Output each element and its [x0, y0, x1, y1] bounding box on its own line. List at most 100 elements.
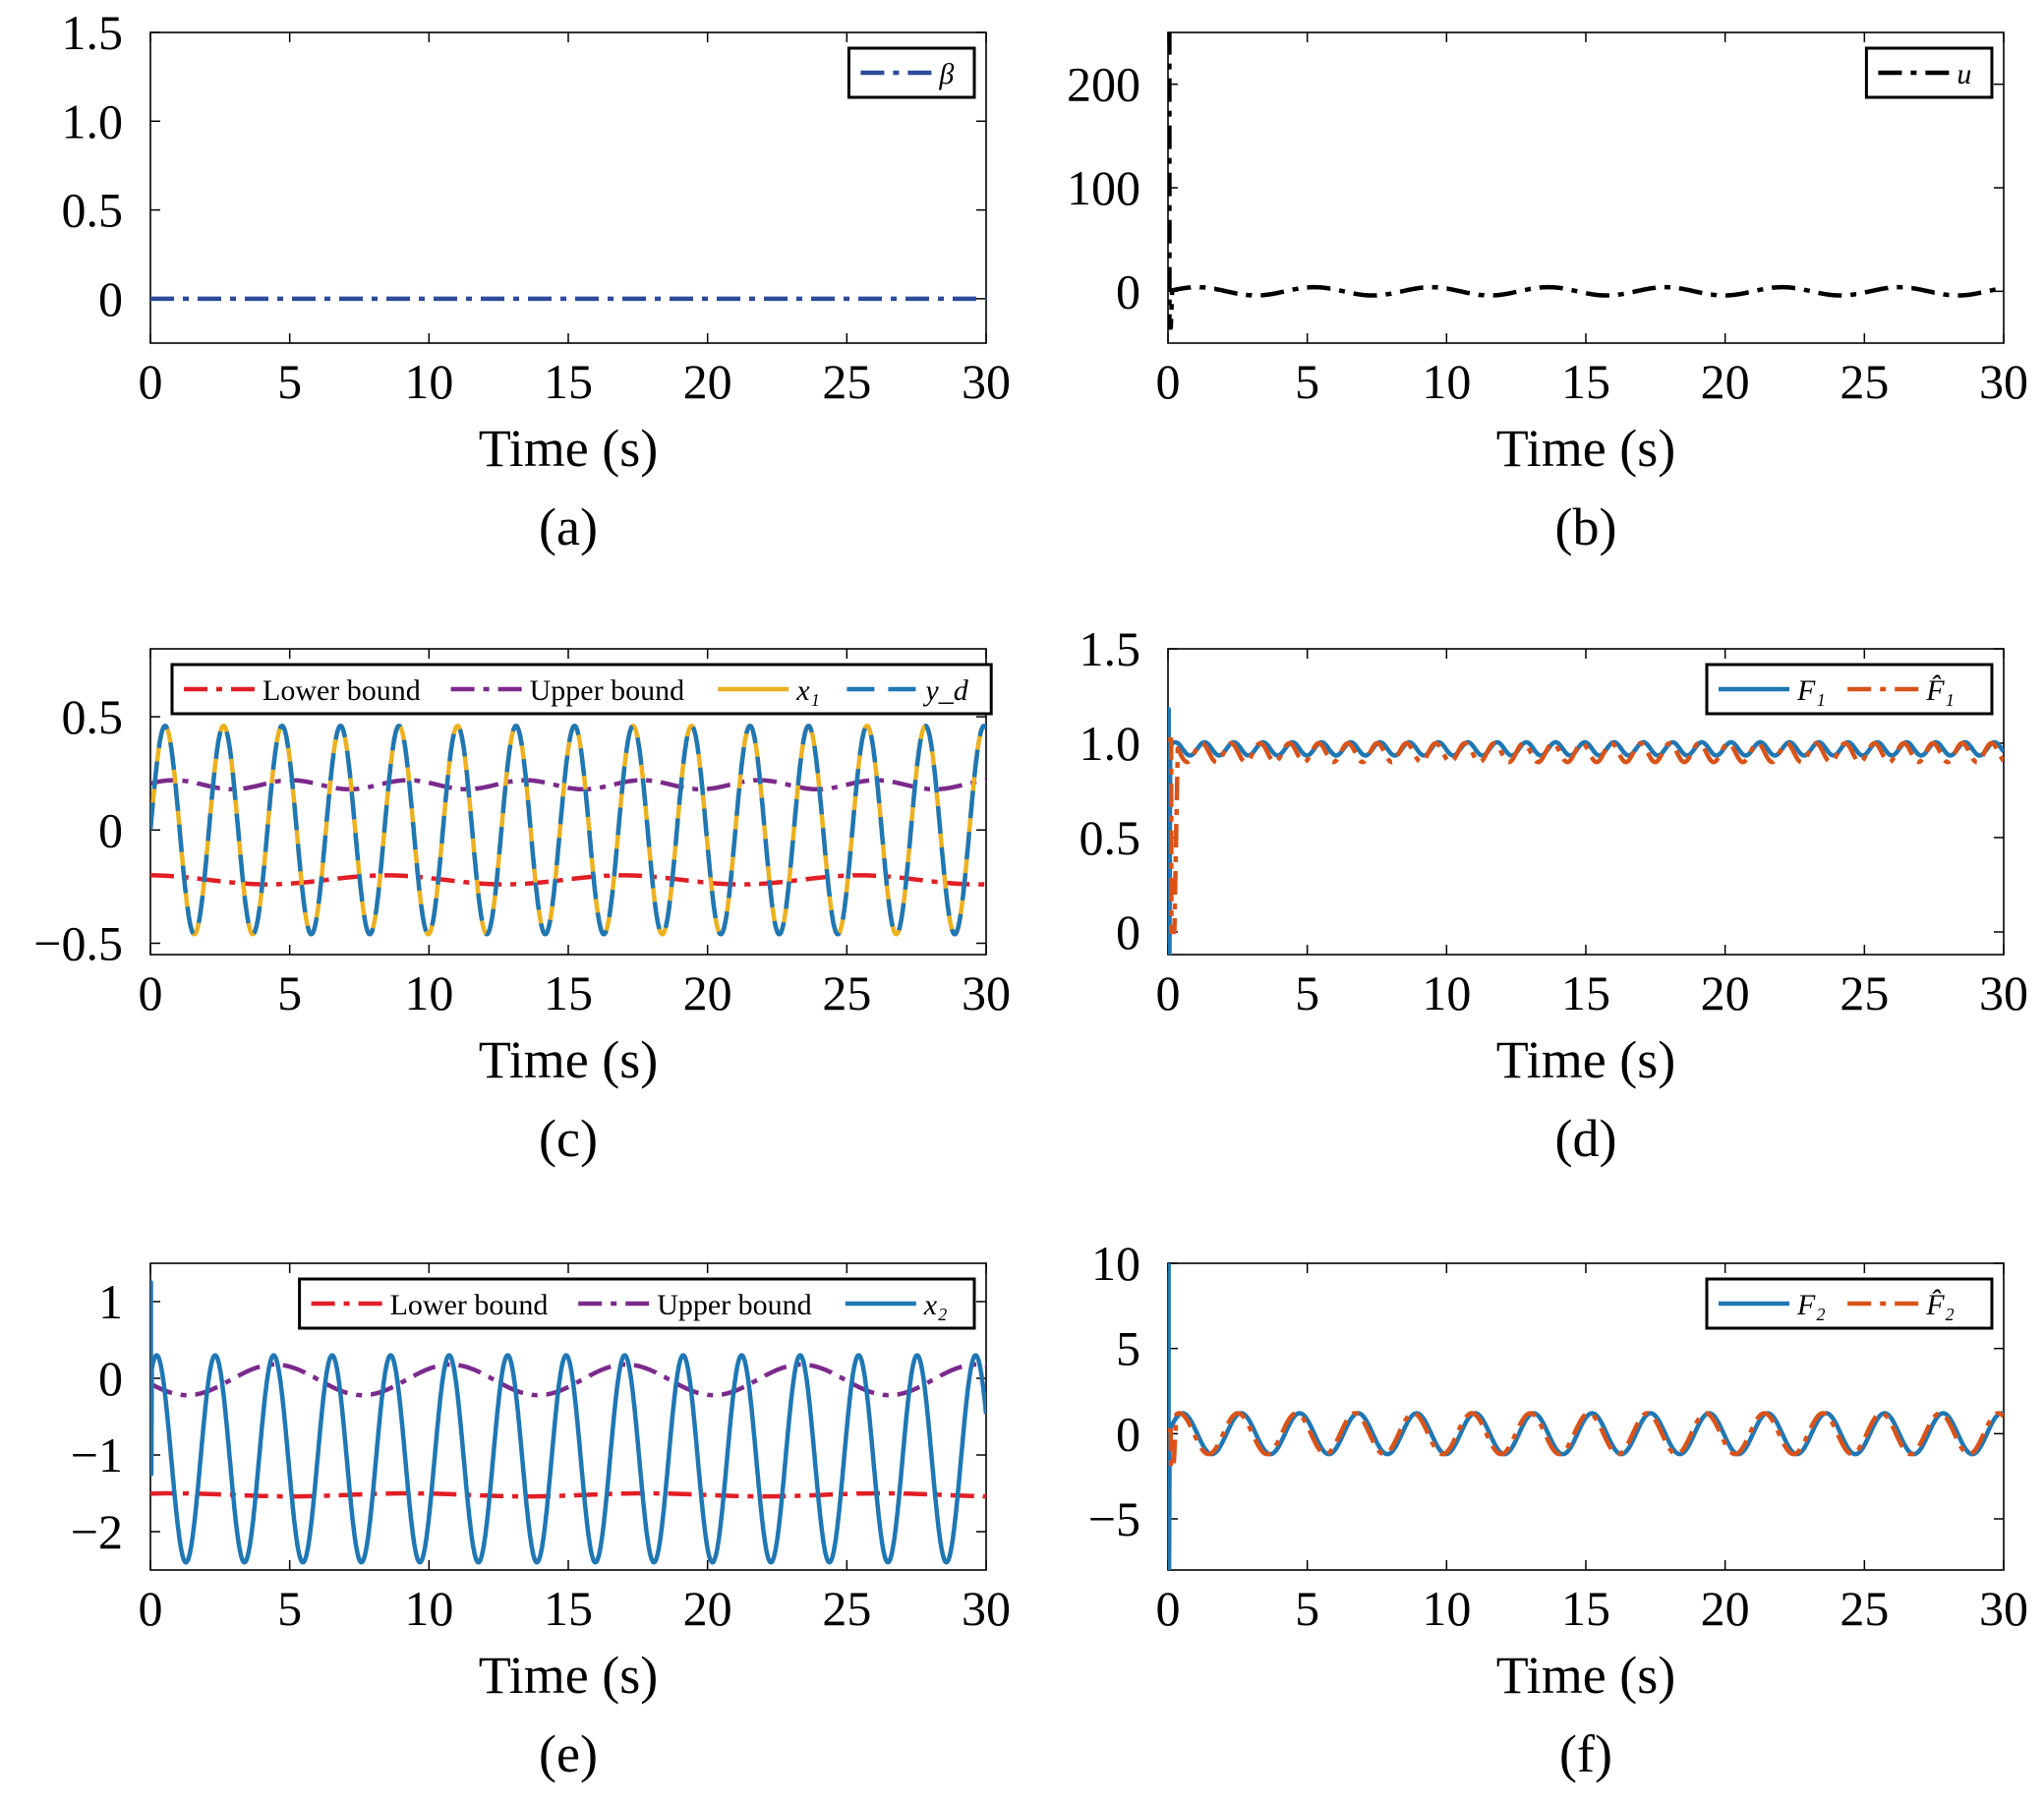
x-tick-label: 10	[404, 965, 453, 1020]
plot-area	[1168, 1263, 2004, 1570]
y-tick-label: 5	[1116, 1321, 1140, 1376]
x-tick-label: 30	[1979, 1581, 2028, 1636]
x-tick-label: 0	[1156, 965, 1181, 1020]
x-tick-label: 5	[1295, 354, 1319, 409]
legend-label: β	[938, 58, 954, 90]
series-line	[150, 778, 986, 792]
panel-label: (e)	[539, 1724, 598, 1783]
x-tick-label: 30	[1979, 965, 2028, 1020]
x-tick-label: 0	[139, 965, 163, 1020]
y-tick-label: 10	[1091, 1236, 1140, 1291]
y-tick-label: −1	[71, 1427, 123, 1483]
x-tick-label: 30	[1979, 354, 2028, 409]
x-tick-label: 15	[544, 965, 593, 1020]
x-axis-label: Time (s)	[1496, 1030, 1676, 1089]
series-line	[1168, 736, 2004, 935]
x-axis-label: Time (s)	[479, 1646, 659, 1705]
legend-label: Upper bound	[657, 1289, 811, 1321]
x-tick-label: 20	[683, 965, 732, 1020]
y-tick-label: −5	[1088, 1491, 1140, 1546]
y-tick-label: 0	[1116, 263, 1140, 319]
x-tick-label: 0	[139, 1581, 163, 1636]
x-tick-label: 30	[962, 1581, 1011, 1636]
x-tick-label: 5	[1295, 1581, 1319, 1636]
x-tick-label: 30	[962, 354, 1011, 409]
legend: Lower bound Upper bound x₂	[298, 1277, 976, 1330]
legend-label: x₁	[795, 674, 820, 707]
panel-label: (d)	[1555, 1109, 1617, 1168]
x-tick-label: 25	[1840, 1581, 1889, 1636]
y-tick-label: −2	[71, 1504, 123, 1559]
x-tick-label: 0	[139, 354, 163, 409]
x-tick-label: 10	[404, 1581, 453, 1636]
y-tick-label: 0.5	[62, 689, 124, 744]
legend-label: F₂	[1796, 1289, 1826, 1321]
x-tick-label: 15	[1561, 1581, 1610, 1636]
y-tick-label: 100	[1067, 160, 1140, 215]
panel-label: (b)	[1555, 497, 1617, 556]
series-line	[1168, 707, 2004, 955]
legend: β	[847, 46, 976, 99]
y-tick-label: 1.5	[62, 5, 124, 60]
x-tick-label: 20	[683, 354, 732, 409]
legend-label: Lower bound	[390, 1289, 549, 1321]
x-tick-label: 25	[1840, 965, 1889, 1020]
x-tick-label: 25	[822, 965, 871, 1020]
x-tick-label: 25	[1840, 354, 1889, 409]
x-tick-label: 5	[1295, 965, 1319, 1020]
x-tick-label: 20	[683, 1581, 732, 1636]
legend: F₁ F̂₁	[1705, 663, 1994, 716]
chart-panel: 0 5 10 15 20 25 30 0 100 200 Time (s) (b) u	[1067, 31, 2028, 556]
x-tick-label: 20	[1701, 1581, 1750, 1636]
x-tick-label: 10	[1422, 354, 1471, 409]
x-tick-label: 30	[962, 965, 1011, 1020]
x-tick-label: 20	[1701, 354, 1750, 409]
y-tick-label: 1.0	[62, 93, 124, 148]
y-tick-label: 200	[1067, 57, 1140, 112]
x-tick-label: 10	[1422, 1581, 1471, 1636]
chart-panel: 0 5 10 15 20 25 30 0 0.5 1.0 1.5 Time (s) (a) β	[62, 5, 1012, 556]
chart-panel: 0 5 10 15 20 25 30 0 0.5 1.0 1.5 Time (s) (d) F₁ F̂₁	[1080, 621, 2029, 1168]
x-tick-label: 5	[277, 965, 302, 1020]
chart-panel: 0 5 10 15 20 25 30 −5 0 5 10 Time (s) (f) F₂ F̂₂	[1088, 1236, 2028, 1783]
y-tick-label: 0	[98, 1351, 123, 1406]
x-axis-label: Time (s)	[1496, 419, 1676, 478]
panel-label: (a)	[539, 497, 598, 556]
panel-label: (c)	[539, 1109, 598, 1168]
legend: F₂ F̂₂	[1705, 1277, 1994, 1330]
series-line	[150, 873, 986, 887]
x-tick-label: 5	[277, 1581, 302, 1636]
x-tick-label: 25	[822, 1581, 871, 1636]
y-tick-label: 0	[1116, 904, 1140, 960]
legend-label: y_d	[922, 674, 968, 707]
y-tick-label: 1.0	[1080, 716, 1141, 771]
plot-area	[1168, 707, 2004, 955]
legend: u	[1864, 46, 1994, 99]
x-tick-label: 0	[1156, 1581, 1181, 1636]
x-tick-label: 15	[544, 1581, 593, 1636]
x-tick-label: 0	[1156, 354, 1181, 409]
x-tick-label: 10	[1422, 965, 1471, 1020]
y-tick-label: 0	[98, 271, 123, 326]
legend: Lower bound Upper bound x₁ y_d	[170, 663, 993, 716]
panel-label: (f)	[1559, 1724, 1612, 1783]
chart-panel: 0 5 10 15 20 25 30 −2 −1 0 1 Time (s) (e) Lower bound…	[71, 1262, 1011, 1783]
y-tick-label: 0.5	[62, 183, 124, 238]
legend-label: Upper bound	[530, 674, 684, 707]
legend-label: Lower bound	[263, 674, 421, 707]
x-axis-label: Time (s)	[479, 1030, 659, 1089]
x-axis-label: Time (s)	[1496, 1646, 1676, 1705]
legend-label: F̂₁	[1925, 674, 1955, 707]
x-tick-label: 25	[822, 354, 871, 409]
x-tick-label: 5	[277, 354, 302, 409]
plot-area	[150, 724, 986, 937]
legend-label: u	[1956, 58, 1971, 90]
y-tick-label: −0.5	[33, 915, 123, 970]
series-line	[1168, 1411, 2004, 1471]
x-tick-label: 20	[1701, 965, 1750, 1020]
x-axis-label: Time (s)	[479, 419, 659, 478]
y-tick-label: 1.5	[1080, 621, 1141, 676]
x-tick-label: 15	[1561, 965, 1610, 1020]
y-tick-label: 0	[98, 802, 123, 857]
